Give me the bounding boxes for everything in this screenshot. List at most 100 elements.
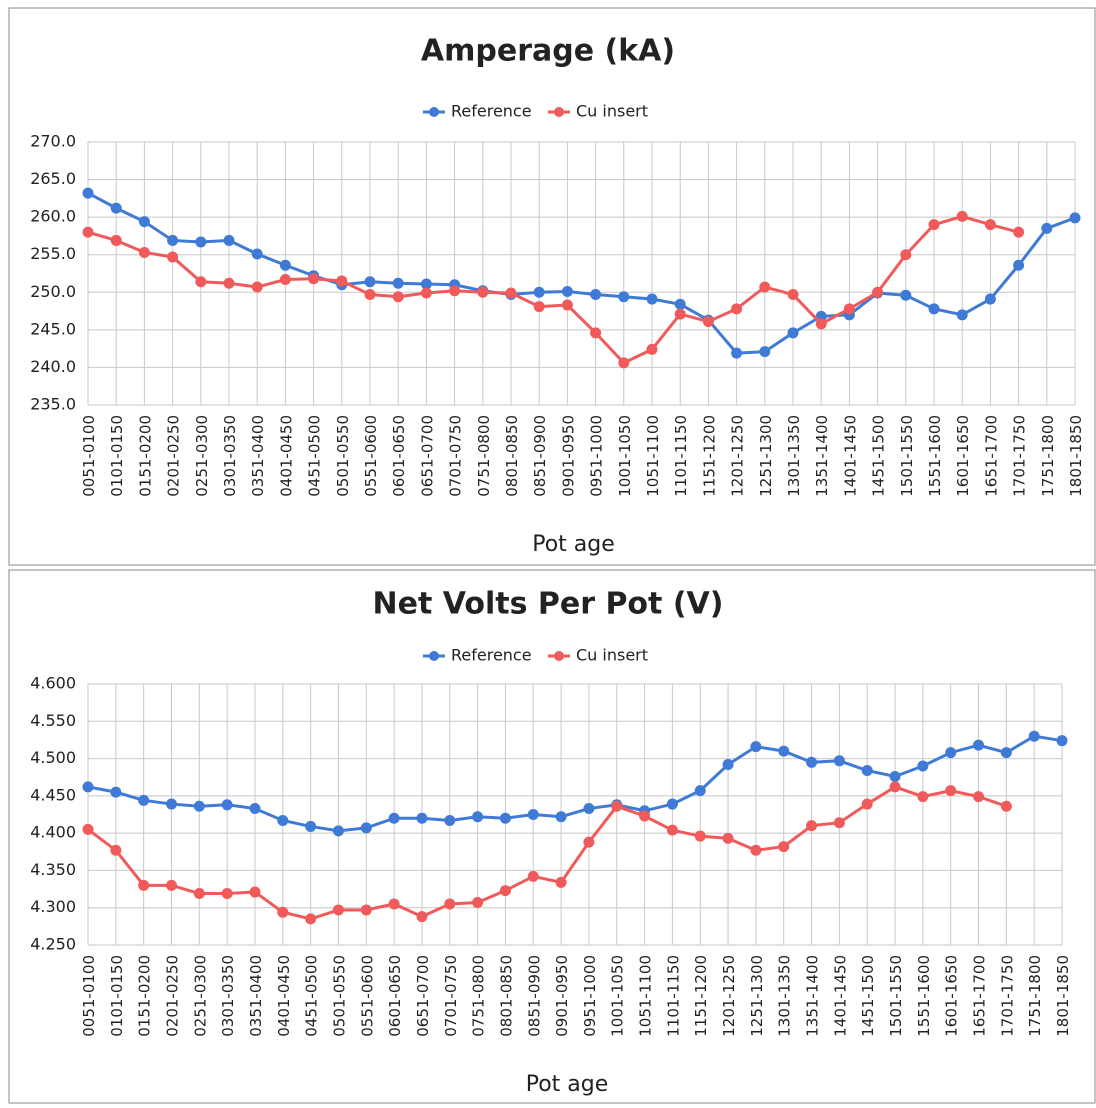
data-point: [138, 794, 150, 806]
x-tick-label: 0851-0900: [531, 415, 549, 497]
data-point: [555, 811, 567, 823]
data-point: [843, 303, 855, 315]
legend-label: Reference: [451, 646, 532, 665]
x-axis-label: Pot age: [532, 532, 615, 557]
x-tick-label: 0801-0850: [497, 955, 515, 1037]
x-tick-label: 0801-0850: [503, 415, 521, 497]
data-point: [277, 906, 289, 918]
x-tick-label: 0301-0350: [219, 955, 237, 1037]
data-point: [956, 210, 968, 222]
y-tick-label: 4.400: [30, 823, 76, 842]
data-point: [787, 289, 799, 301]
data-point: [138, 246, 150, 258]
data-point: [750, 741, 762, 753]
data-point: [110, 234, 122, 246]
x-tick-label: 0451-0500: [306, 415, 324, 497]
data-point: [956, 309, 968, 321]
data-point: [1013, 226, 1025, 238]
data-point: [82, 781, 94, 793]
data-point: [1041, 222, 1053, 234]
data-point: [221, 799, 233, 811]
data-point: [167, 251, 179, 263]
data-point: [477, 286, 489, 298]
x-tick-label: 1251-1300: [748, 955, 766, 1037]
x-tick-label: 1601-1650: [954, 415, 972, 497]
x-tick-label: 0501-0550: [334, 415, 352, 497]
data-point: [449, 285, 461, 297]
data-point: [861, 765, 873, 777]
legend-label: Reference: [451, 102, 532, 121]
data-point: [416, 911, 428, 923]
data-point: [750, 844, 762, 856]
y-tick-label: 4.450: [30, 785, 76, 804]
data-point: [590, 289, 602, 301]
data-point: [165, 798, 177, 810]
data-point: [555, 876, 567, 888]
data-point: [110, 844, 122, 856]
data-point: [759, 281, 771, 293]
x-tick-label: 1501-1550: [887, 955, 905, 1037]
panel: [8, 7, 1096, 566]
x-tick-label: 0101-0150: [108, 415, 126, 497]
data-point: [505, 287, 517, 299]
x-tick-label: 0951-1000: [588, 415, 606, 497]
x-tick-label: 1001-1050: [609, 955, 627, 1037]
data-point: [110, 786, 122, 798]
data-point: [583, 836, 595, 848]
x-tick-label: 0901-0950: [559, 415, 577, 497]
x-tick-label: 0451-0500: [303, 955, 321, 1037]
data-point: [973, 739, 985, 751]
x-tick-label: 0201-0250: [163, 955, 181, 1037]
data-point: [702, 316, 714, 328]
data-point: [639, 810, 651, 822]
data-point: [193, 888, 205, 900]
data-point: [138, 879, 150, 891]
data-point: [984, 219, 996, 231]
data-point: [666, 798, 678, 810]
chart-title: Net Volts Per Pot (V): [373, 587, 724, 622]
x-tick-label: 1401-1450: [841, 415, 859, 497]
data-point: [646, 293, 658, 305]
x-tick-label: 0551-0600: [358, 955, 376, 1037]
data-point: [590, 327, 602, 339]
data-point: [444, 814, 456, 826]
y-tick-label: 255.0: [30, 244, 76, 263]
data-point: [165, 879, 177, 891]
x-tick-label: 1701-1750: [1011, 415, 1029, 497]
data-point: [872, 286, 884, 298]
x-tick-label: 0251-0300: [191, 955, 209, 1037]
x-tick-label: 0301-0350: [221, 415, 239, 497]
data-point: [305, 913, 317, 925]
data-point: [223, 277, 235, 289]
data-point: [917, 791, 929, 803]
data-point: [308, 273, 320, 285]
data-point: [1056, 735, 1068, 747]
data-point: [336, 275, 348, 287]
x-tick-label: 0501-0550: [330, 955, 348, 1037]
x-tick-label: 0401-0450: [275, 955, 293, 1037]
x-tick-label: 0701-0750: [447, 415, 465, 497]
y-tick-label: 245.0: [30, 319, 76, 338]
data-point: [305, 820, 317, 832]
data-point: [674, 308, 686, 320]
data-point: [82, 823, 94, 835]
data-point: [806, 756, 818, 768]
x-tick-label: 0851-0900: [525, 955, 543, 1037]
x-tick-label: 1801-1850: [1067, 415, 1085, 497]
data-point: [731, 347, 743, 359]
data-point: [722, 832, 734, 844]
data-point: [889, 781, 901, 793]
data-point: [360, 904, 372, 916]
data-point: [279, 259, 291, 271]
x-tick-label: 1751-1800: [1026, 955, 1044, 1037]
data-point: [195, 236, 207, 248]
data-point: [618, 291, 630, 303]
x-tick-label: 1551-1600: [915, 955, 933, 1037]
x-tick-label: 1601-1650: [943, 955, 961, 1037]
x-tick-label: 1801-1850: [1054, 955, 1072, 1037]
data-point: [1000, 747, 1012, 759]
data-point: [928, 219, 940, 231]
data-point: [833, 817, 845, 829]
data-point: [973, 791, 985, 803]
